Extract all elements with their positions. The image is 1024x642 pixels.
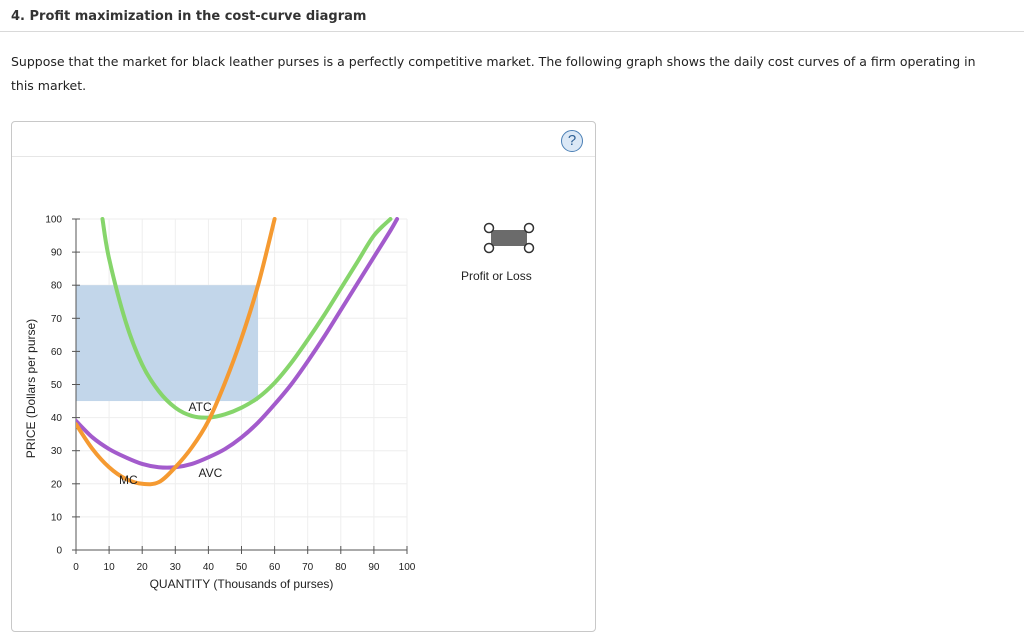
x-tick-label: 70 [302,562,314,573]
y-tick-label: 80 [51,281,63,292]
y-tick-label: 50 [51,380,63,391]
x-tick-label: 60 [269,562,281,573]
x-tick-label: 30 [170,562,182,573]
help-icon[interactable]: ? [561,130,583,152]
profit-loss-tool[interactable] [483,222,535,254]
profit-loss-tool-icon[interactable] [491,230,527,246]
panel-header-divider [12,156,595,157]
x-tick-label: 0 [73,562,79,573]
x-tick-label: 100 [399,562,416,573]
x-tick-label: 10 [104,562,116,573]
y-tick-label: 40 [51,413,63,424]
profit-loss-rectangle[interactable] [76,285,259,402]
curves [76,217,400,487]
tool-handle-icon [483,222,495,234]
tool-handle-icon [483,242,495,254]
avc-curve [76,217,400,470]
y-tick-label: 30 [51,446,63,457]
profit-loss-tool-label: Profit or Loss [461,269,532,283]
question-title: 4. Profit maximization in the cost-curve… [11,9,367,24]
y-tick-label: 90 [51,248,63,259]
atc-label: ATC [189,400,212,414]
mc-curve [76,217,277,487]
y-tick-label: 10 [51,512,63,523]
y-tick-label: 0 [56,546,62,557]
question-text: Suppose that the market for black leathe… [11,54,976,93]
y-tick-label: 70 [51,314,63,325]
axes: 0 10 20 30 40 50 60 70 80 90 100 0 10 20 30 40 50 60 70 80 9… [24,215,416,592]
x-tick-label: 40 [203,562,215,573]
y-tick-label: 20 [51,479,63,490]
x-axis-label: QUANTITY (Thousands of purses) [150,577,334,591]
x-tick-label: 80 [335,562,347,573]
tool-handle-icon [523,242,535,254]
atc-curve [100,217,393,420]
y-tick-label: 60 [51,347,63,358]
x-tick-label: 90 [368,562,380,573]
tool-handle-icon [523,222,535,234]
profit-loss-area[interactable] [76,285,259,402]
avc-label: AVC [198,466,222,480]
curve-labels: MC AVC ATC [119,400,223,487]
y-tick-label: 100 [45,215,62,226]
mc-label: MC [119,473,138,487]
title-divider [0,31,1024,32]
x-tick-label: 20 [137,562,149,573]
y-axis-label: PRICE (Dollars per purse) [24,319,38,458]
x-tick-label: 50 [236,562,248,573]
